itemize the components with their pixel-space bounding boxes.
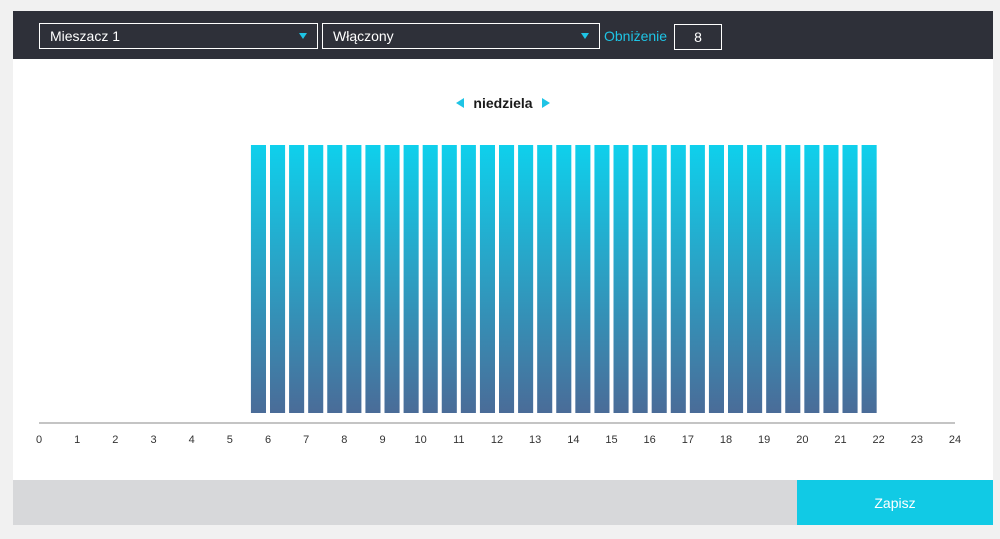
schedule-bar[interactable]: [422, 145, 438, 413]
schedule-chart: 0 1 2 3 4 5 6 7 8 9 10 11 12 13 14 15 16 17 18 19 20 21 22 23 24: [36, 145, 961, 446]
day-navigator: niedziela: [13, 95, 993, 113]
schedule-bar[interactable]: [689, 145, 705, 413]
state-select-value: Włączony: [333, 28, 394, 44]
schedule-bar[interactable]: [308, 145, 324, 413]
dropdown-arrow-icon: [299, 33, 307, 39]
day-label: niedziela: [473, 95, 533, 111]
x-tick-label: 5: [227, 434, 233, 446]
x-tick-label: 12: [491, 434, 503, 446]
schedule-bar[interactable]: [632, 145, 648, 413]
x-tick-label: 17: [682, 434, 694, 446]
x-tick-label: 14: [567, 434, 579, 446]
x-tick-label: 10: [415, 434, 427, 446]
x-tick-label: 4: [189, 434, 195, 446]
schedule-bar[interactable]: [708, 145, 724, 413]
schedule-bar[interactable]: [804, 145, 820, 413]
schedule-bar[interactable]: [346, 145, 362, 413]
x-tick-label: 23: [911, 434, 923, 446]
schedule-bar[interactable]: [785, 145, 801, 413]
x-tick-label: 2: [112, 434, 118, 446]
state-select[interactable]: Włączony: [322, 23, 600, 49]
schedule-bar[interactable]: [365, 145, 381, 413]
schedule-bar[interactable]: [594, 145, 610, 413]
schedule-bar[interactable]: [250, 145, 266, 413]
x-tick-label: 20: [796, 434, 808, 446]
dropdown-arrow-icon: [581, 33, 589, 39]
schedule-bar[interactable]: [384, 145, 400, 413]
schedule-bar[interactable]: [403, 145, 419, 413]
mixer-select[interactable]: Mieszacz 1: [39, 23, 318, 49]
x-tick-label: 11: [453, 434, 464, 446]
x-tick-label: 7: [303, 434, 309, 446]
schedule-bar[interactable]: [670, 145, 686, 413]
x-tick-label: 6: [265, 434, 271, 446]
scheduler-panel: Mieszacz 1 Włączony Obniżenie 8 niedziel…: [13, 11, 993, 525]
x-tick-label: 8: [341, 434, 347, 446]
schedule-bar[interactable]: [518, 145, 534, 413]
x-tick-label: 1: [74, 434, 80, 446]
schedule-bar[interactable]: [575, 145, 591, 413]
reduction-input[interactable]: 8: [674, 24, 722, 50]
schedule-bar[interactable]: [728, 145, 744, 413]
schedule-bar[interactable]: [537, 145, 553, 413]
schedule-bar[interactable]: [766, 145, 782, 413]
schedule-bar[interactable]: [842, 145, 858, 413]
schedule-bar[interactable]: [613, 145, 629, 413]
schedule-bar[interactable]: [460, 145, 476, 413]
x-tick-label: 15: [605, 434, 617, 446]
x-tick-label: 0: [36, 434, 42, 446]
toolbar: Mieszacz 1 Włączony Obniżenie 8: [13, 11, 993, 59]
x-tick-label: 24: [949, 434, 961, 446]
schedule-bar[interactable]: [327, 145, 343, 413]
schedule-bar[interactable]: [499, 145, 515, 413]
x-tick-label: 3: [150, 434, 156, 446]
schedule-bar[interactable]: [556, 145, 572, 413]
x-tick-label: 18: [720, 434, 732, 446]
previous-day-icon[interactable]: [456, 97, 465, 108]
schedule-bar[interactable]: [289, 145, 305, 413]
schedule-bar[interactable]: [441, 145, 457, 413]
x-tick-label: 13: [529, 434, 541, 446]
mixer-select-value: Mieszacz 1: [50, 28, 121, 44]
save-button[interactable]: Zapisz: [797, 480, 993, 525]
reduction-label: Obniżenie: [604, 28, 668, 44]
x-tick-label: 21: [834, 434, 846, 446]
next-day-icon[interactable]: [541, 97, 550, 108]
x-tick-label: 19: [758, 434, 770, 446]
schedule-bar[interactable]: [479, 145, 495, 413]
x-tick-label: 9: [379, 434, 385, 446]
schedule-bar[interactable]: [747, 145, 763, 413]
x-tick-label: 22: [873, 434, 885, 446]
schedule-bar[interactable]: [861, 145, 877, 413]
x-tick-label: 16: [644, 434, 656, 446]
schedule-bar[interactable]: [823, 145, 839, 413]
schedule-bar[interactable]: [270, 145, 286, 413]
schedule-bar[interactable]: [651, 145, 667, 413]
